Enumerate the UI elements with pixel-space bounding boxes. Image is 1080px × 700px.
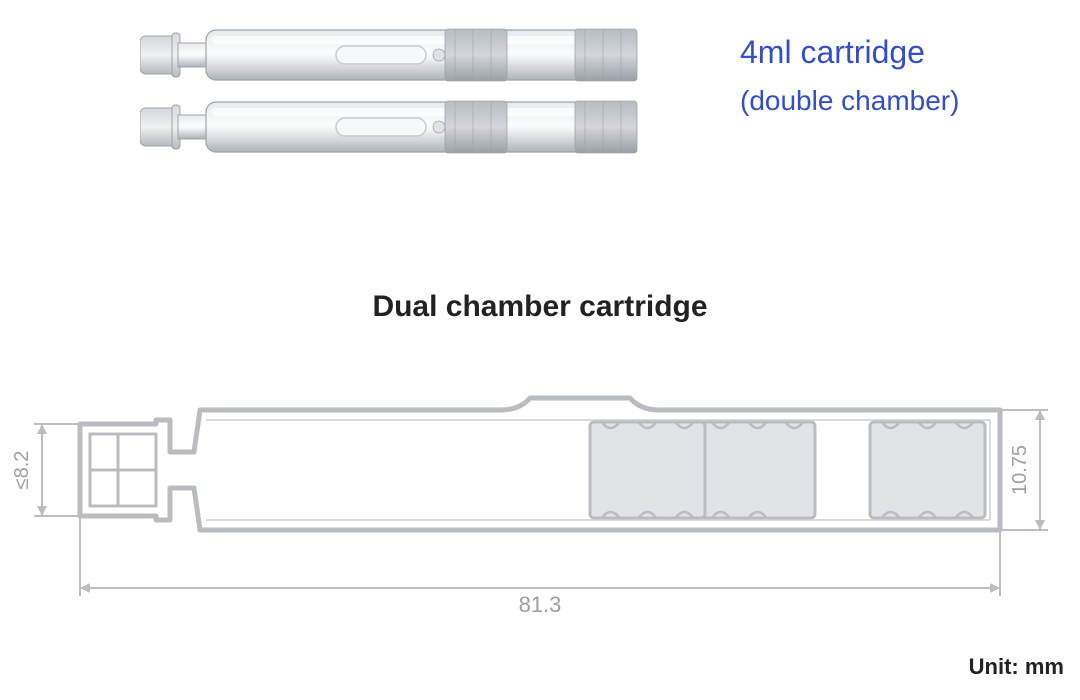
svg-text:81.3: 81.3 [519, 592, 562, 617]
svg-text:10.75: 10.75 [1009, 445, 1031, 495]
cartridge-photo-area [140, 20, 680, 190]
diagram-title: Dual chamber cartridge [0, 290, 1080, 324]
svg-text:≤8.2: ≤8.2 [11, 451, 33, 490]
cartridge-volume-label: 4ml cartridge [740, 34, 959, 71]
technical-drawing-svg: 81.3 ≤8.2 10.75 [0, 360, 1080, 640]
cartridge-photo-svg [140, 20, 680, 190]
technical-drawing-area: 81.3 ≤8.2 10.75 [0, 360, 1080, 640]
label-block: 4ml cartridge (double chamber) [740, 34, 959, 117]
cartridge-subtitle: (double chamber) [740, 85, 959, 117]
unit-label: Unit: mm [969, 654, 1064, 680]
